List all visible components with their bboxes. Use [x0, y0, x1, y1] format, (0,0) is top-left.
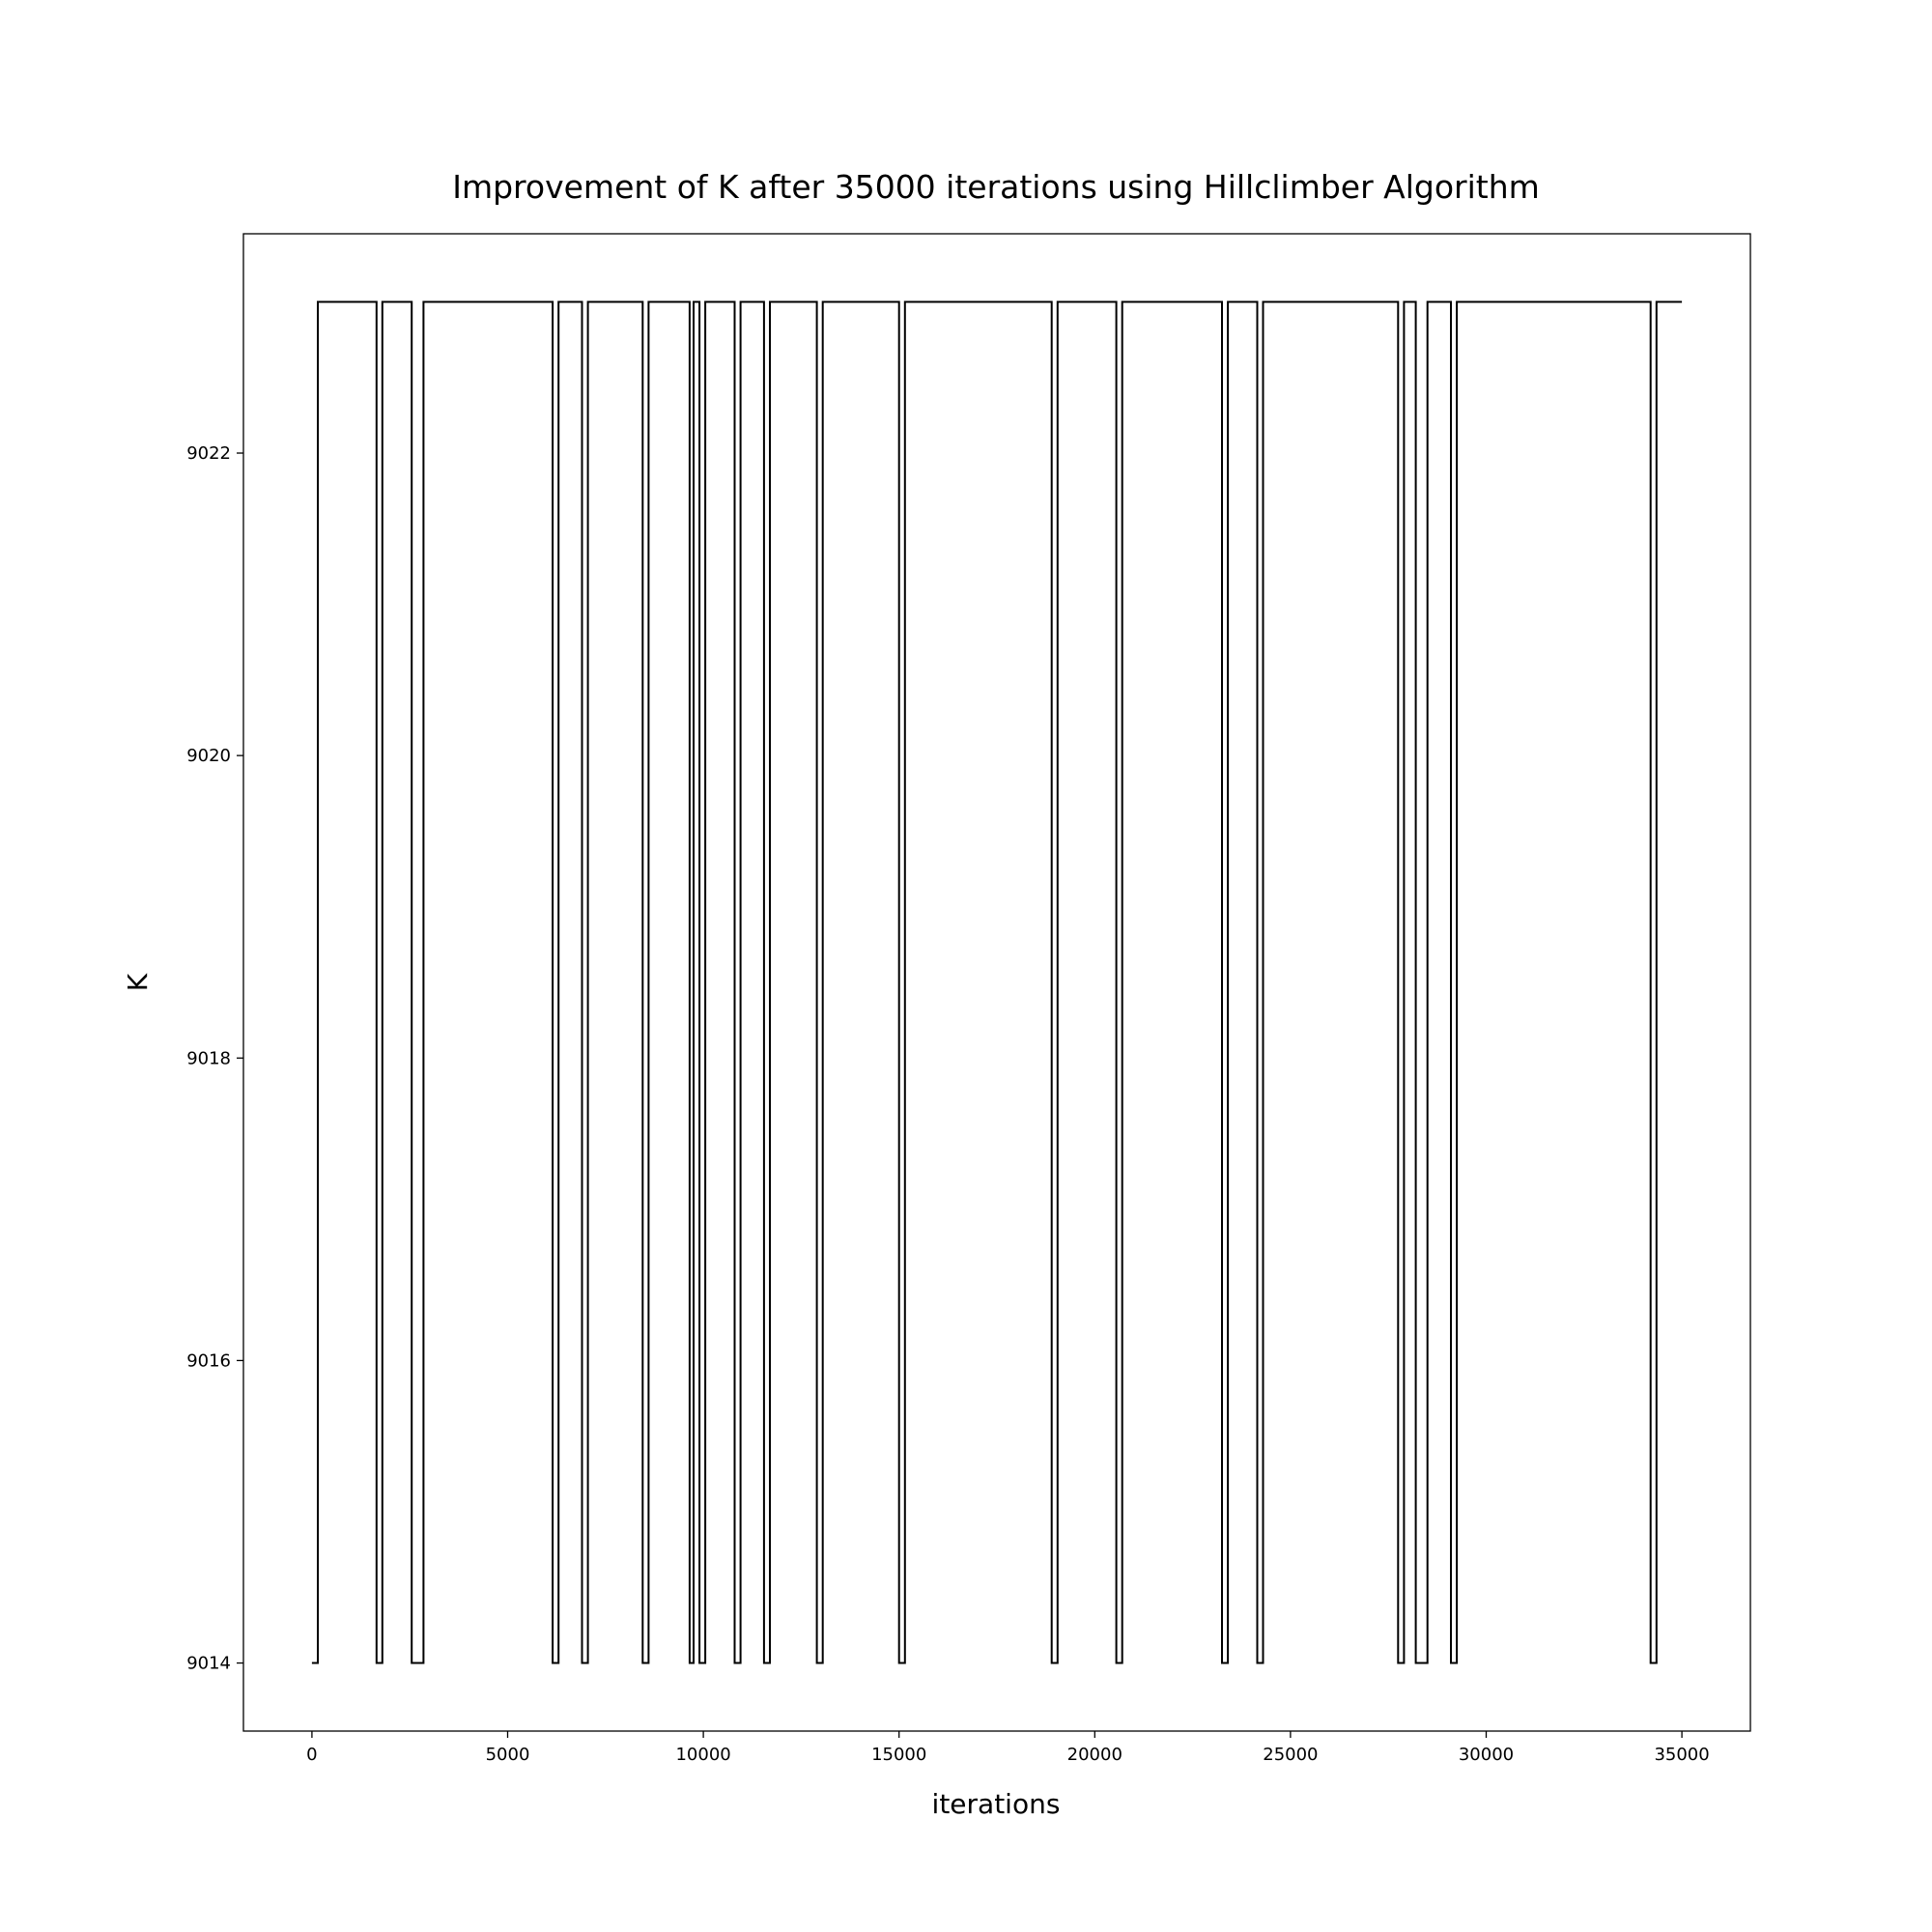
y-tick-label: 9016 [186, 1350, 231, 1371]
x-tick-label: 35000 [1654, 1745, 1709, 1765]
series-line-0 [311, 300, 1683, 1664]
y-tick-label: 9022 [186, 443, 231, 464]
x-tick-label: 5000 [486, 1745, 530, 1765]
plot-area [311, 300, 1683, 1664]
x-tick-label: 0 [306, 1745, 317, 1765]
y-axis: 9014 9016 9018 9020 9022 [186, 443, 243, 1674]
x-tick-label: 30000 [1459, 1745, 1514, 1765]
y-axis-label: K [122, 973, 154, 991]
chart-title: Improvement of K after 35000 iterations … [452, 168, 1540, 206]
x-axis: 0 5000 10000 15000 20000 25000 30000 35000 [306, 1731, 1710, 1765]
x-tick-label: 25000 [1263, 1745, 1318, 1765]
y-tick-label: 9020 [186, 746, 231, 766]
y-tick-label: 9018 [186, 1048, 231, 1068]
x-tick-label: 10000 [675, 1745, 730, 1765]
x-tick-label: 20000 [1067, 1745, 1122, 1765]
plot-frame [242, 233, 1751, 1732]
x-axis-label: iterations [932, 1788, 1061, 1820]
y-tick-label: 9014 [186, 1654, 231, 1674]
x-tick-label: 15000 [871, 1745, 926, 1765]
